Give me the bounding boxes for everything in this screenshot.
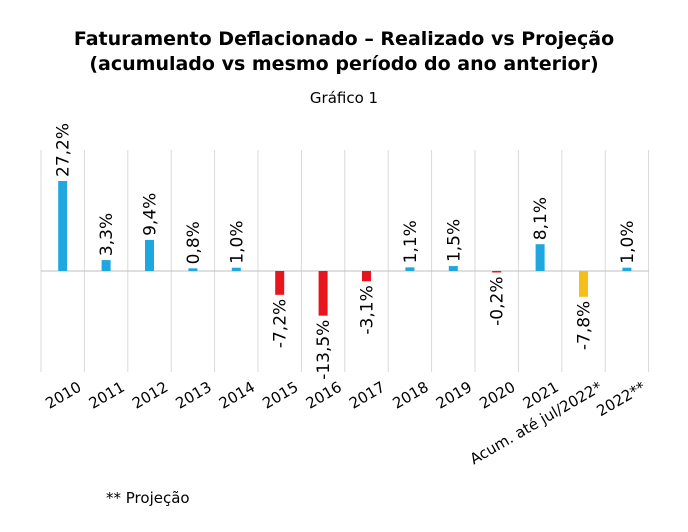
data-label: -7,8% (575, 301, 595, 350)
bar (492, 271, 502, 273)
chart-subtitle: Gráfico 1 (309, 89, 379, 107)
x-tick-label: 2019 (433, 378, 475, 413)
x-tick-label: 2016 (303, 378, 345, 413)
x-tick-label: 2011 (86, 378, 128, 413)
bar (318, 271, 328, 316)
bar (362, 271, 371, 282)
bar (535, 244, 545, 271)
bar (231, 267, 241, 271)
bar (101, 260, 111, 271)
x-tick-label: 2013 (173, 378, 215, 413)
x-tick-label: 2012 (129, 378, 171, 413)
x-tick-label: 2010 (42, 378, 84, 413)
bar (188, 268, 198, 271)
x-tick-label: 2020 (476, 378, 518, 413)
x-tick-label: 2018 (390, 378, 432, 413)
chart-title-line-1: Faturamento Deflacionado – Realizado vs … (73, 28, 615, 50)
bar (579, 271, 588, 297)
data-label: 9,4% (141, 193, 161, 236)
x-tick-label: 2017 (346, 378, 388, 413)
data-label: -0,2% (488, 277, 508, 326)
data-label: 0,8% (184, 221, 204, 264)
data-label: 1,0% (618, 220, 638, 263)
bar (405, 267, 415, 271)
data-label: -3,1% (358, 285, 378, 334)
bar (58, 181, 68, 271)
x-tick-label: 2015 (259, 378, 301, 413)
x-tick-label: 2014 (216, 378, 258, 413)
bar (448, 266, 458, 271)
bar (275, 271, 285, 295)
data-label: -7,2% (271, 299, 291, 348)
bar (145, 239, 154, 271)
data-label: -13,5% (314, 320, 334, 380)
data-label: 1,1% (401, 220, 421, 263)
data-label: 27,2% (54, 123, 74, 177)
data-label: 1,5% (444, 219, 464, 262)
x-tick-label: 2022** (594, 378, 649, 420)
footnote: ** Projeção (106, 489, 190, 507)
data-label: 3,3% (97, 213, 117, 256)
data-label: 1,0% (227, 220, 247, 263)
chart-title-line-2: (acumulado vs mesmo período do ano anter… (89, 53, 599, 75)
bar (622, 267, 632, 271)
data-label: 8,1% (531, 197, 551, 240)
